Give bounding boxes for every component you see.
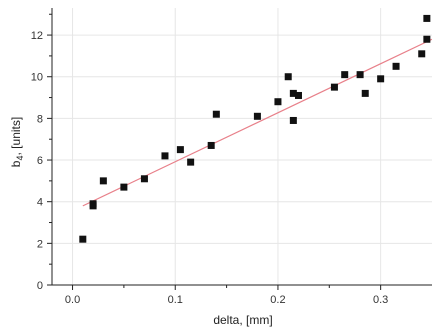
data-point xyxy=(423,35,431,43)
data-point xyxy=(89,200,97,208)
y-tick-label: 12 xyxy=(31,30,43,42)
y-tick-label: 8 xyxy=(37,113,43,125)
x-tick-label: 0.1 xyxy=(168,294,183,306)
data-point xyxy=(341,71,349,79)
data-point xyxy=(289,116,297,124)
x-tick-label: 0.0 xyxy=(65,294,80,306)
fit-line-group xyxy=(82,38,432,207)
x-tick-label: 0.3 xyxy=(373,294,388,306)
y-axis-title-subscript: 4 xyxy=(15,155,25,160)
data-point xyxy=(284,73,292,81)
data-point xyxy=(356,71,364,79)
data-point xyxy=(294,91,302,99)
y-tick-label: 4 xyxy=(37,197,43,209)
y-axis-title: b4, [units] xyxy=(9,117,25,167)
data-point xyxy=(120,183,128,191)
data-point xyxy=(423,14,431,22)
data-point xyxy=(253,112,261,120)
data-point xyxy=(99,177,107,185)
data-point xyxy=(187,158,195,166)
y-tick-label: 0 xyxy=(37,280,43,292)
data-points xyxy=(79,14,431,243)
data-point xyxy=(140,175,148,183)
x-axis-title: delta, [mm] xyxy=(213,313,272,327)
data-point xyxy=(361,89,369,97)
data-point xyxy=(377,75,385,83)
data-point xyxy=(212,110,220,118)
tick-labels: 0.0 0.1 0.2 0.3 0 2 4 6 8 10 12 xyxy=(31,30,389,306)
data-point xyxy=(161,152,169,160)
data-point xyxy=(207,141,215,149)
y-axis-title-rest: , [units] xyxy=(9,117,23,156)
x-tick-label: 0.2 xyxy=(270,294,285,306)
y-axis-title-main: b xyxy=(9,160,23,167)
y-tick-label: 10 xyxy=(31,72,43,84)
data-point xyxy=(418,50,426,58)
data-point xyxy=(392,62,400,70)
data-point xyxy=(330,83,338,91)
axes xyxy=(47,8,432,290)
data-point xyxy=(176,146,184,154)
fit-line xyxy=(82,38,432,207)
data-point xyxy=(79,235,87,243)
grid xyxy=(52,8,432,285)
y-tick-label: 2 xyxy=(37,238,43,250)
data-point xyxy=(289,89,297,97)
y-tick-label: 6 xyxy=(37,155,43,167)
data-point xyxy=(274,98,282,106)
